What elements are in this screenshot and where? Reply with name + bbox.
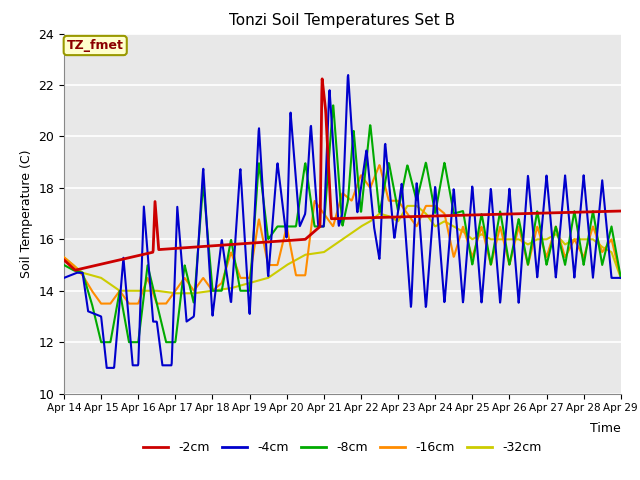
Text: Time: Time (590, 422, 621, 435)
Title: Tonzi Soil Temperatures Set B: Tonzi Soil Temperatures Set B (229, 13, 456, 28)
Text: TZ_fmet: TZ_fmet (67, 39, 124, 52)
Legend: -2cm, -4cm, -8cm, -16cm, -32cm: -2cm, -4cm, -8cm, -16cm, -32cm (138, 436, 547, 459)
Y-axis label: Soil Temperature (C): Soil Temperature (C) (20, 149, 33, 278)
